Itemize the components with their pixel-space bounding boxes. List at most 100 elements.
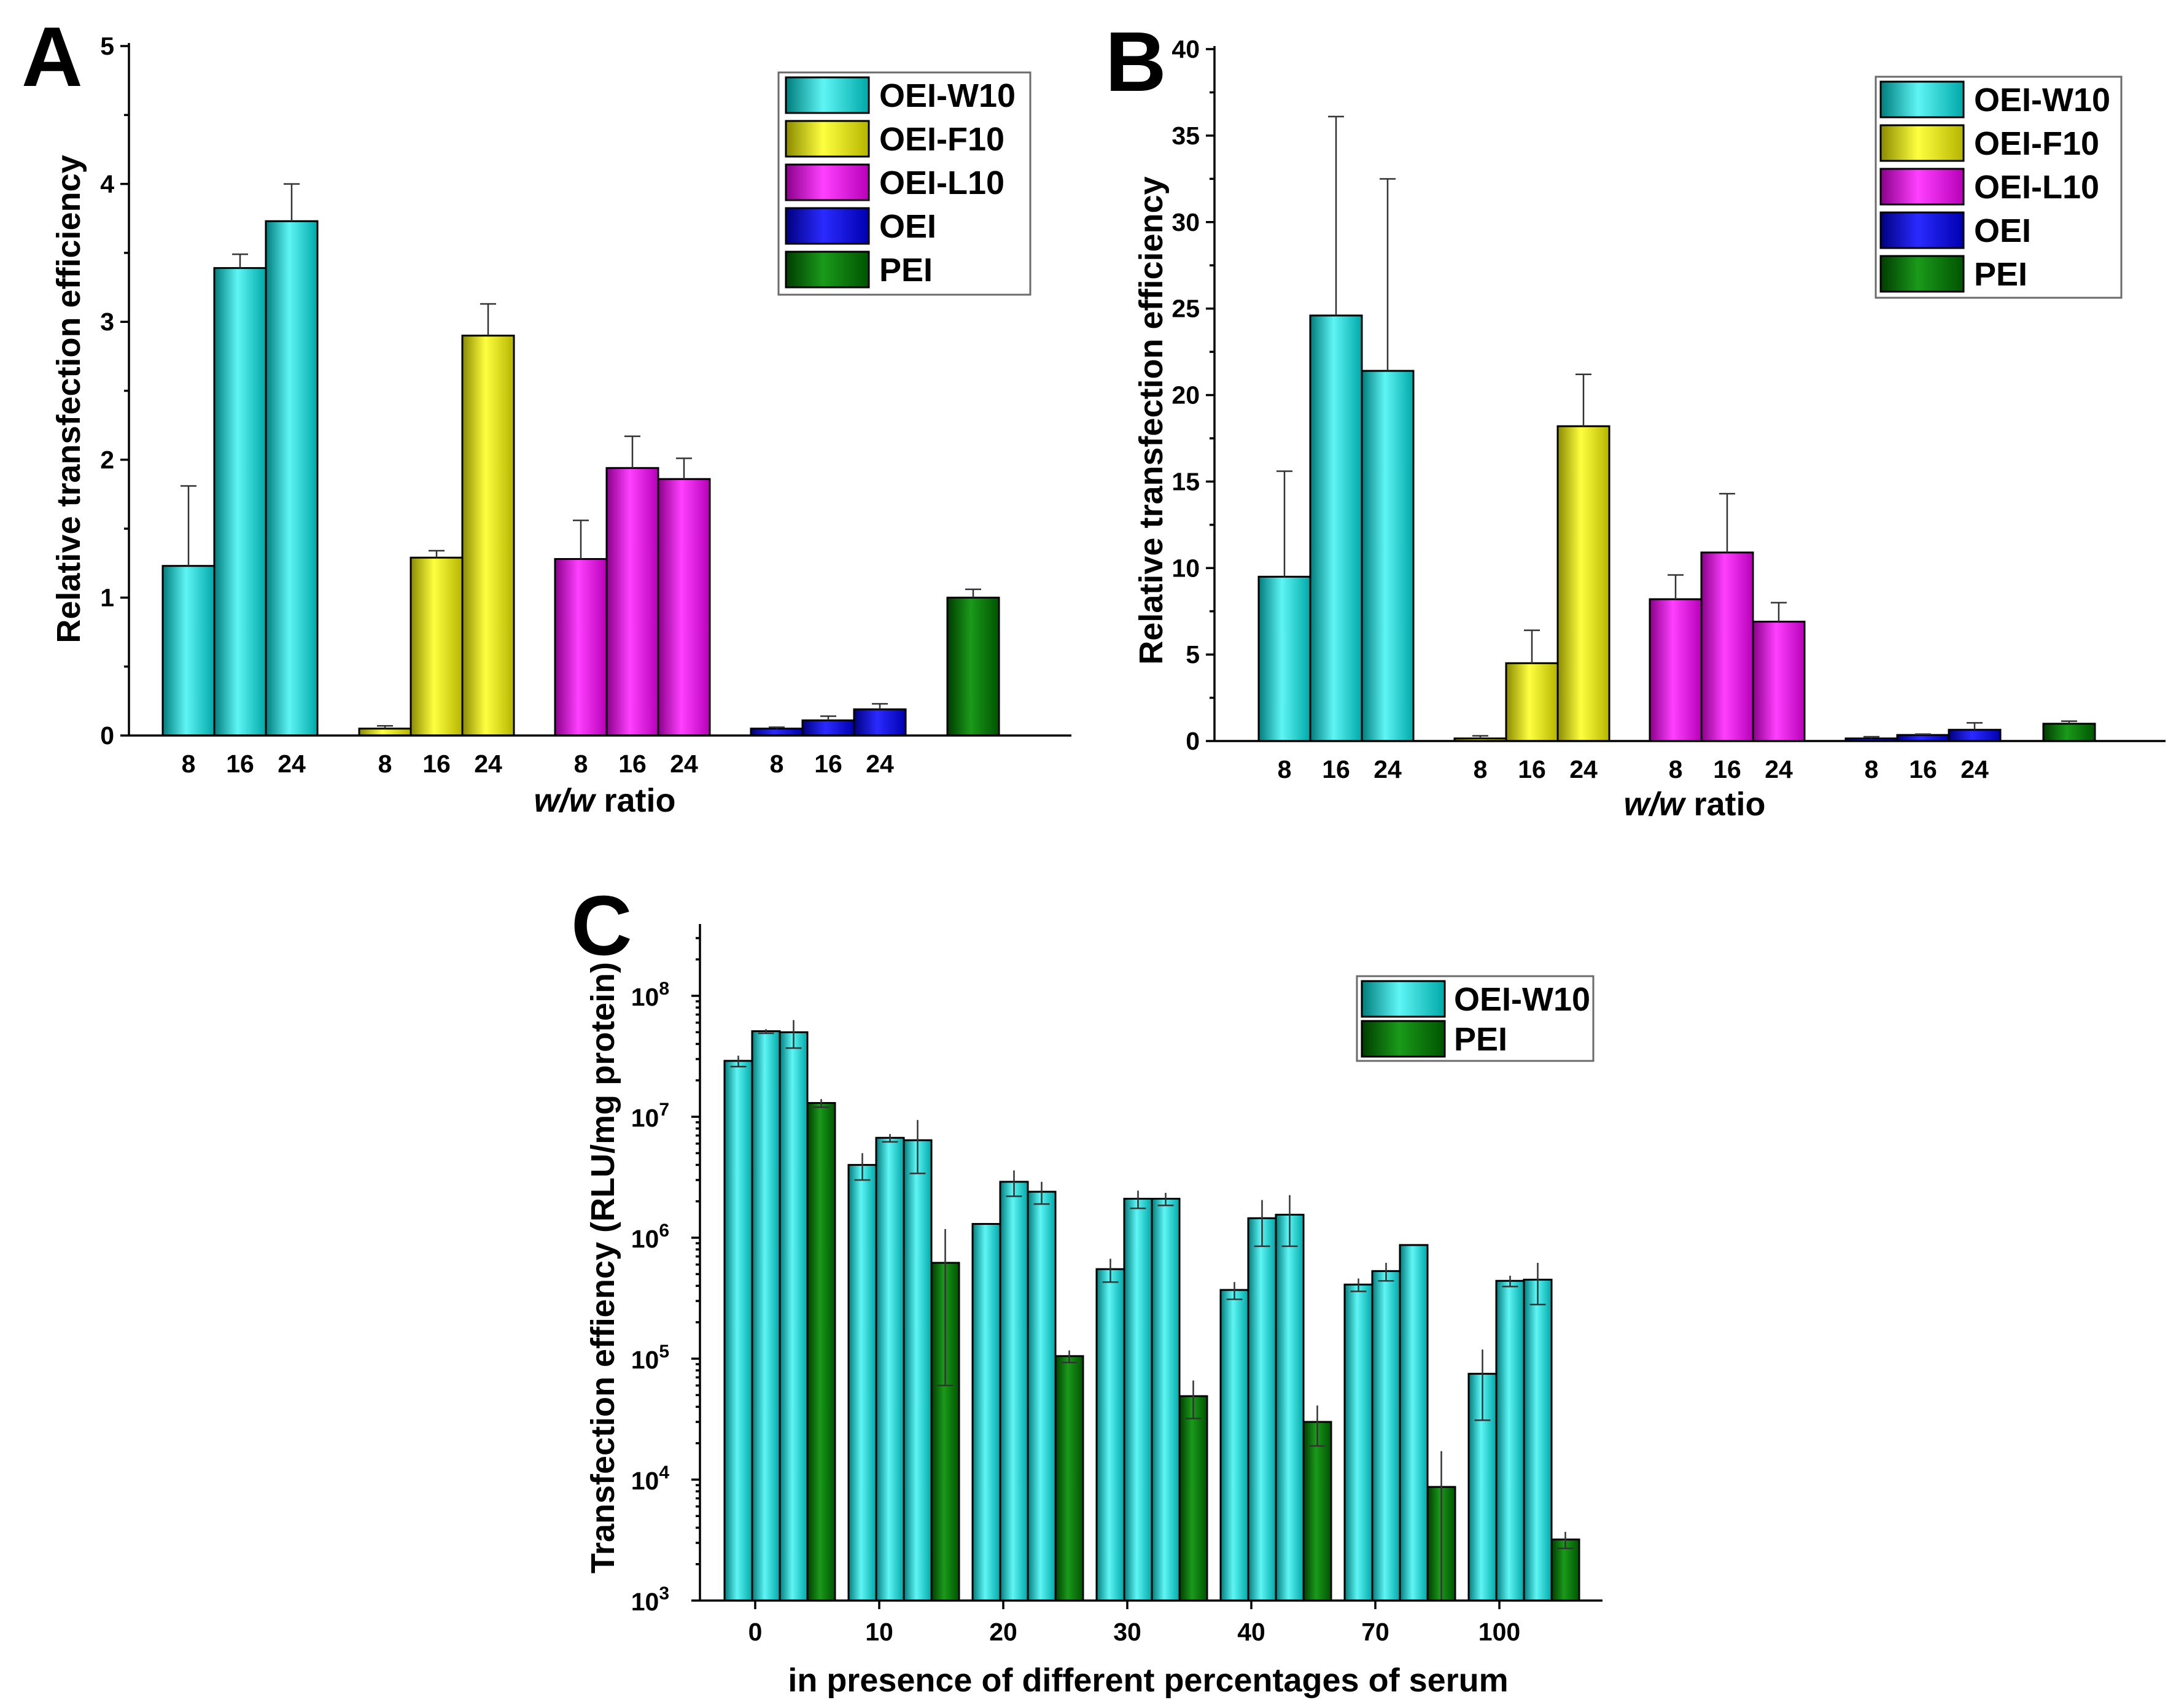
panel-a-y-tick-label: 0 — [100, 721, 114, 750]
panel-c-bar-oei-w10-20-1 — [999, 1181, 1029, 1602]
panel-c-bar-oei-w10-40-1 — [1247, 1217, 1277, 1602]
panel-c-y-tick-label: 106 — [631, 1221, 669, 1253]
panel-c-x-tick-label: 30 — [1113, 1618, 1141, 1646]
panel-c-bar-oei-w10-10-1 — [875, 1136, 905, 1602]
panel-a-bar-oei-w10-16 — [213, 267, 267, 737]
panel-a-x-tick-label: 16 — [814, 750, 842, 778]
panel-b: B Relative transfection efficiency w/w r… — [1105, 15, 2166, 823]
panel-c-bar-oei-w10-70-2 — [1399, 1244, 1429, 1602]
panel-c-bar-pei-0-3 — [806, 1102, 836, 1602]
panel-a-x-tick-label: 16 — [422, 750, 451, 778]
panel-a-y-tick-label: 5 — [100, 32, 114, 60]
panel-a-y-axis-label: Relative transfection efficiency — [50, 155, 87, 643]
panel-a-legend-swatch-pei — [785, 250, 870, 289]
panel-a-legend-label-oei: OEI — [879, 208, 936, 245]
panel-b-bar-oei-l10-16 — [1700, 551, 1754, 742]
panel-c-bar-pei-30-3 — [1178, 1395, 1208, 1602]
panel-c-bar-oei-w10-10-2 — [903, 1139, 933, 1602]
panel-a-bar-oei-w10-24 — [265, 220, 319, 737]
panel-a-x-tick-label: 16 — [226, 750, 254, 778]
panel-a-x-tick-label: 16 — [618, 750, 647, 778]
panel-b-x-tick-label: 24 — [1765, 755, 1793, 783]
panel-a-bars — [161, 183, 1000, 737]
panel-c-y-tick-label: 104 — [631, 1462, 670, 1495]
panel-b-bar-oei-f10-16 — [1505, 662, 1559, 742]
panel-c-y-tick-exponent: 5 — [659, 1341, 669, 1362]
panel-a-bar-oei-l10-16 — [605, 467, 659, 737]
panel-c-legend-label-pei: PEI — [1454, 1021, 1507, 1058]
panel-c-bar-oei-w10-40-2 — [1275, 1214, 1305, 1602]
panel-c-y-tick-base: 10 — [631, 1225, 659, 1253]
panel-c-bar-pei-20-3 — [1054, 1355, 1084, 1602]
panel-b-legend-swatch-oei-l10 — [1879, 168, 1965, 206]
panel-a-x-tick-label: 24 — [670, 750, 698, 778]
panel-a-y-tick-label: 1 — [100, 583, 114, 611]
panel-b-legend-label-oei-w10: OEI-W10 — [1974, 82, 2110, 118]
panel-c-bar-oei-w10-0-0 — [723, 1060, 753, 1602]
panel-c-legend-swatch-oei-w10 — [1361, 980, 1446, 1018]
panel-a-axes: 8 16 24 8 16 24 8 16 24 8 16 24 0 1 2 3 4 5 — [100, 32, 1071, 778]
panel-c-y-tick-base: 10 — [631, 1346, 659, 1374]
panel-c-bars — [723, 1020, 1580, 1602]
panel-c-bar-oei-w10-70-0 — [1343, 1283, 1373, 1602]
panel-a-x-tick-label: 24 — [866, 750, 894, 778]
panel-b-y-tick-label: 20 — [1171, 381, 1200, 410]
panel-a-x-tick-label: 8 — [182, 750, 196, 778]
panel-a-legend-label-oei-f10: OEI-F10 — [879, 121, 1004, 158]
panel-b-x-tick-label: 24 — [1569, 755, 1598, 783]
panel-c-bar-oei-w10-20-2 — [1027, 1190, 1057, 1602]
panel-b-legend-label-oei: OEI — [1974, 212, 2031, 249]
panel-a-letter: A — [21, 10, 83, 104]
panel-a-y-tick-label: 3 — [100, 308, 114, 336]
panel-c-y-tick-base: 10 — [631, 983, 659, 1011]
panel-a-x-tick-label: 8 — [574, 750, 588, 778]
panel-b-letter: B — [1105, 15, 1167, 109]
panel-c-bar-oei-w10-10-0 — [847, 1163, 877, 1602]
panel-b-y-tick-label: 30 — [1171, 208, 1200, 236]
panel-b-y-tick-label: 5 — [1186, 640, 1200, 669]
panel-c-x-tick-label: 10 — [865, 1618, 893, 1646]
panel-a-y-tick-label: 4 — [100, 170, 114, 198]
panel-a-legend-label-oei-l10: OEI-L10 — [879, 165, 1004, 201]
panel-c-x-tick-label: 70 — [1361, 1618, 1389, 1646]
panel-b-x-tick-label: 24 — [1960, 755, 1989, 783]
panel-a-legend-label-pei: PEI — [879, 252, 933, 289]
panel-b-y-tick-label: 0 — [1186, 727, 1200, 755]
panel-c-y-tick-label: 105 — [631, 1341, 669, 1374]
panel-a-legend-label-oei-w10: OEI-W10 — [879, 77, 1016, 114]
panel-a-x-axis-label: w/w ratio — [534, 782, 675, 819]
panel-c-bar-oei-w10-100-2 — [1523, 1278, 1553, 1602]
panel-a-bar-oei-24 — [853, 708, 907, 737]
panel-b-x-tick-label: 16 — [1322, 755, 1350, 783]
panel-b-axes: 8 16 24 8 16 24 8 16 24 8 16 24 0 5 10 15 20 25 30 35 40 — [1171, 35, 2166, 783]
panel-c-bar-oei-w10-0-2 — [779, 1031, 809, 1602]
panel-b-legend-swatch-oei-f10 — [1879, 124, 1965, 162]
panel-c-y-tick-exponent: 8 — [659, 979, 669, 999]
panel-c: C Transfection effiency (RLU/mg protein)… — [571, 879, 1603, 1699]
panel-c-bar-oei-w10-30-1 — [1123, 1198, 1153, 1602]
panel-b-bar-pei — [2042, 723, 2096, 742]
panel-a-bar-pei — [946, 596, 1000, 737]
panel-c-legend-swatch-pei — [1361, 1020, 1446, 1058]
panel-b-bar-oei-f10-24 — [1556, 425, 1610, 742]
panel-c-legend-label-oei-w10: OEI-W10 — [1454, 981, 1590, 1018]
panel-a-bar-oei-16 — [801, 719, 855, 737]
panel-a-bar-oei-w10-8 — [161, 565, 216, 737]
panel-c-bar-oei-w10-30-2 — [1151, 1198, 1181, 1602]
panel-b-legend-label-pei: PEI — [1974, 256, 2027, 293]
panel-b-x-tick-label: 8 — [1669, 755, 1683, 783]
panel-c-x-tick-label: 100 — [1478, 1618, 1520, 1646]
panel-b-bar-oei-l10-24 — [1752, 621, 1806, 742]
panel-b-bar-oei-w10-8 — [1257, 575, 1311, 742]
panel-c-bar-pei-40-3 — [1302, 1421, 1332, 1602]
panel-b-x-tick-label: 24 — [1373, 755, 1402, 783]
panel-c-letter: C — [571, 879, 632, 973]
panel-b-x-tick-label: 16 — [1518, 755, 1546, 783]
panel-c-x-tick-label: 0 — [748, 1618, 763, 1646]
panel-b-bars — [1257, 115, 2096, 742]
panel-b-x-tick-label: 16 — [1713, 755, 1741, 783]
panel-a: A Relative transfection efficiency w/w r… — [21, 10, 1071, 819]
panel-c-y-tick-exponent: 4 — [659, 1462, 669, 1483]
